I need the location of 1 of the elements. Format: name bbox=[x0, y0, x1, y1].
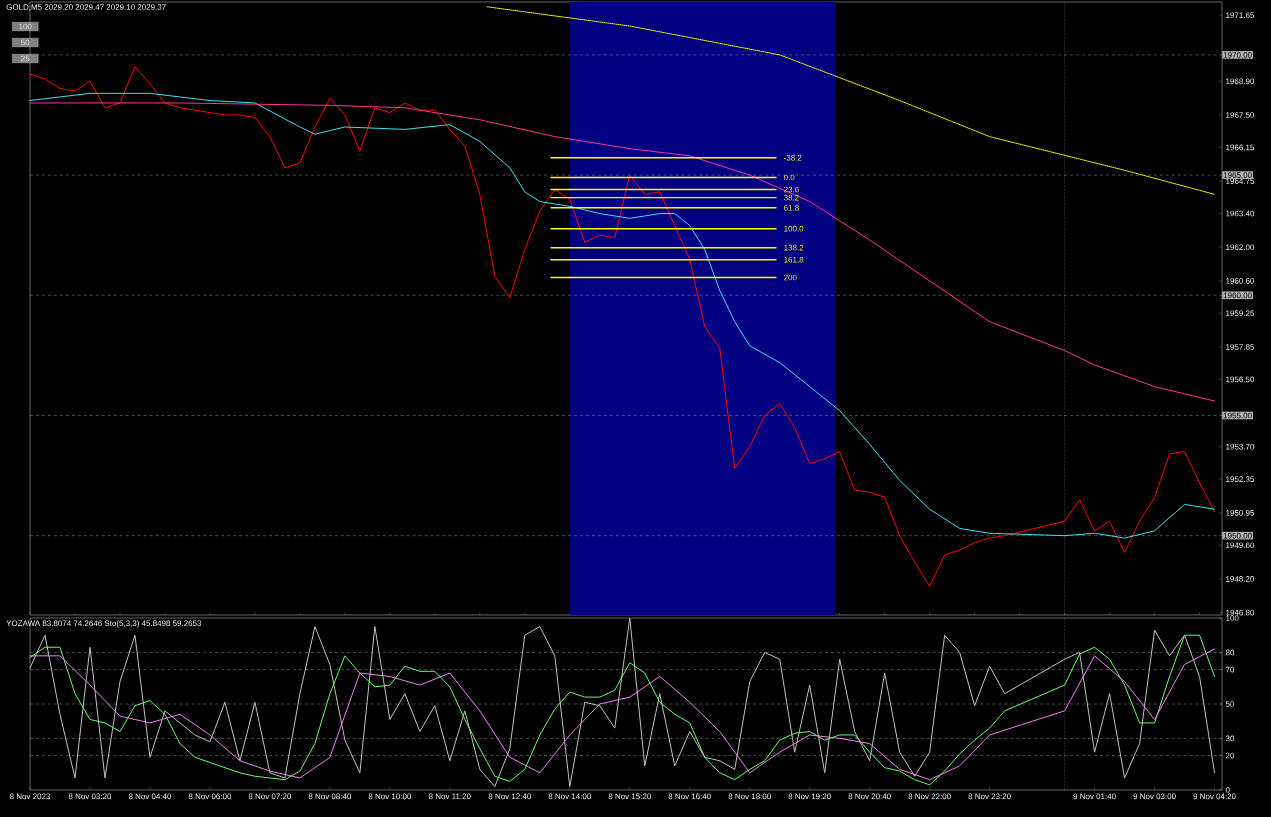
line-series bbox=[486, 6, 1216, 195]
